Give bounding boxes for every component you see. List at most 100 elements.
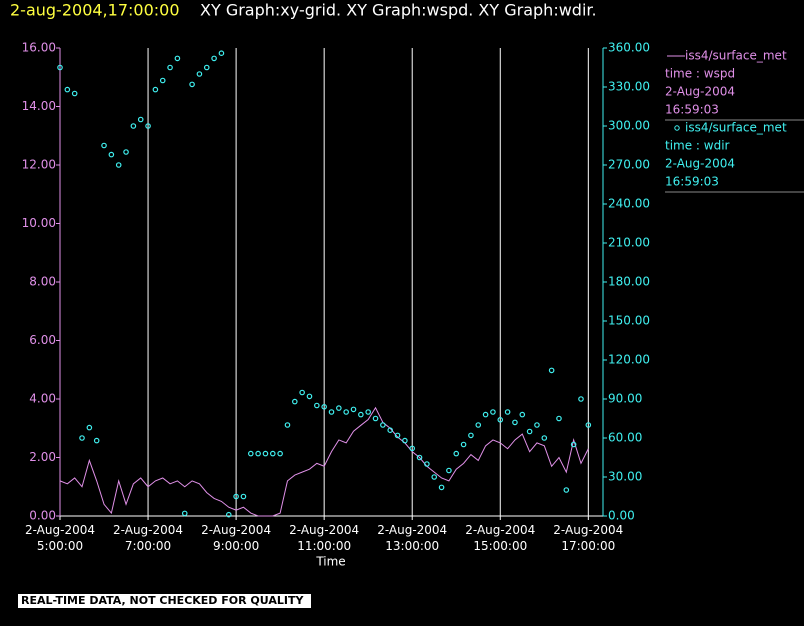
wdir-point	[556, 415, 562, 422]
wdir-point	[292, 398, 298, 405]
wdir-point	[475, 422, 482, 428]
y2-tick-label: 210.00	[608, 236, 650, 250]
y2-tick-label: 120.00	[608, 353, 650, 367]
wdir-point	[409, 445, 416, 452]
y2-tick-label: 90.00	[608, 392, 642, 406]
wdir-point	[314, 402, 320, 409]
y2-tick-label: 60.00	[608, 431, 642, 445]
wdir-point	[453, 450, 460, 457]
wdir-point	[115, 162, 122, 168]
wdir-point	[269, 450, 276, 457]
x-tick-label: 2-Aug-2004 7:00:00	[113, 523, 184, 553]
wdir-point	[203, 64, 210, 71]
wdir-point	[541, 435, 548, 441]
wdir-point	[402, 437, 408, 444]
x-axis-label: Time	[315, 555, 345, 569]
footer-box	[18, 594, 311, 608]
wdir-point	[460, 441, 467, 448]
wdir-point	[240, 493, 247, 500]
y2-tick-label: 300.00	[608, 119, 650, 133]
wdir-point	[247, 450, 254, 457]
legend-text: 2-Aug-2004	[665, 157, 735, 171]
wdir-point	[504, 409, 511, 415]
x-tick-label: 2-Aug-2004 13:00:00	[377, 523, 448, 553]
wdir-point	[218, 50, 225, 57]
wdir-point	[365, 409, 371, 415]
wdir-point	[86, 424, 93, 431]
y2-tick-label: 150.00	[608, 314, 650, 328]
y-tick-label: 6.00	[29, 333, 56, 347]
wdir-point	[137, 116, 144, 123]
wdir-point	[57, 64, 63, 71]
wdir-point	[548, 367, 555, 374]
wdir-point	[563, 487, 570, 493]
wdir-point	[343, 409, 349, 415]
wdir-point	[578, 396, 584, 402]
wdir-point	[519, 411, 526, 418]
wdir-point	[108, 151, 115, 158]
wdir-point	[358, 411, 364, 418]
wdir-point	[225, 511, 232, 518]
y2-tick-label: 360.00	[608, 41, 650, 55]
y-tick-label: 0.00	[29, 509, 56, 523]
wdir-point	[181, 510, 188, 517]
y-tick-label: 12.00	[22, 158, 56, 172]
y2-tick-label: 30.00	[608, 470, 642, 484]
wdir-point	[123, 149, 129, 155]
wdir-point	[482, 411, 489, 418]
wdir-point	[526, 428, 533, 435]
y-tick-label: 10.00	[22, 216, 56, 230]
wdir-point	[306, 393, 313, 400]
wdir-point	[321, 403, 327, 410]
x-tick-label: 2-Aug-2004 5:00:00	[24, 523, 95, 553]
y2-tick-label: 330.00	[608, 80, 650, 94]
legend-marker	[674, 125, 680, 131]
wdir-point	[431, 474, 438, 480]
legend-name: iss4/surface_met	[685, 49, 787, 63]
wdir-point	[446, 467, 452, 474]
wdir-point	[255, 450, 261, 457]
wdir-point	[350, 406, 357, 413]
y-tick-label: 14.00	[22, 99, 56, 113]
wdir-point	[174, 55, 181, 62]
wdir-point	[189, 81, 195, 88]
wdir-point	[64, 86, 71, 93]
footer: REAL-TIME DATA, NOT CHECKED FOR QUALITY	[21, 594, 304, 607]
wdir-point	[416, 454, 423, 461]
wdir-point	[336, 405, 342, 411]
y2-tick-label: 180.00	[608, 275, 650, 289]
x-tick-label: 2-Aug-2004 11:00:00	[289, 523, 360, 553]
wdir-point	[277, 450, 283, 457]
wdir-point	[233, 493, 239, 500]
x-tick-label: 2-Aug-2004 17:00:00	[553, 523, 624, 553]
wdir-point	[380, 422, 386, 428]
legend-text: time : wdir	[665, 139, 730, 153]
x-tick-label: 2-Aug-2004 9:00:00	[201, 523, 272, 553]
wdir-point	[79, 435, 85, 441]
wdir-point	[284, 422, 291, 428]
wdir-point	[101, 142, 107, 149]
header-graphs: XY Graph:xy-grid. XY Graph:wspd. XY Grap…	[200, 1, 597, 20]
wdir-point	[130, 123, 137, 129]
legend-text: 16:59:03	[665, 103, 719, 117]
wdir-point	[211, 55, 217, 62]
wdir-point	[71, 90, 78, 97]
wdir-point	[490, 409, 496, 415]
wdir-point	[159, 77, 166, 84]
wdir-point	[534, 422, 540, 428]
wdir-point	[468, 432, 474, 439]
x-tick-label: 2-Aug-2004 15:00:00	[465, 523, 536, 553]
y-tick-label: 2.00	[29, 450, 56, 464]
y-tick-label: 8.00	[29, 275, 56, 289]
wdir-point	[372, 415, 379, 422]
wdir-point	[93, 437, 100, 444]
wdir-point	[438, 484, 445, 491]
wdir-point	[145, 123, 151, 129]
wdir-point	[512, 419, 518, 426]
y-tick-label: 16.00	[22, 41, 56, 55]
wdir-point	[299, 389, 305, 396]
y-tick-label: 4.00	[29, 392, 56, 406]
legend-text: time : wspd	[665, 67, 735, 81]
wdir-point	[497, 416, 504, 423]
